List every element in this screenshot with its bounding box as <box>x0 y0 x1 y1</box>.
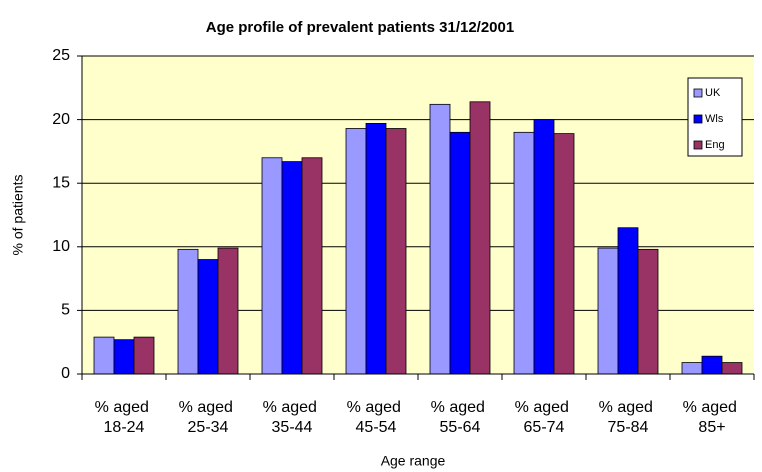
x-tick-label: % aged 55-64 <box>431 399 490 436</box>
bar <box>113 339 135 375</box>
bar <box>385 128 407 375</box>
bar <box>197 259 219 375</box>
bar <box>365 123 387 375</box>
y-tick-label: 15 <box>52 174 70 191</box>
bar <box>681 362 703 375</box>
x-axis-title: Age range <box>381 453 446 469</box>
bar <box>513 131 535 375</box>
x-tick-label: % aged 65-74 <box>515 399 574 436</box>
bar <box>177 248 199 375</box>
legend-swatch <box>693 88 703 98</box>
x-tick-label: % aged 18-24 <box>95 399 154 436</box>
y-tick-label: 10 <box>52 238 70 255</box>
x-tick-label: % aged 45-54 <box>347 399 406 436</box>
bar <box>261 157 283 375</box>
bar <box>533 119 555 375</box>
bar <box>281 161 303 375</box>
legend-label: UK <box>705 87 721 99</box>
bar <box>469 101 491 375</box>
bar <box>345 128 367 375</box>
bar <box>449 131 471 375</box>
x-tick-label: % aged 85+ <box>683 399 742 436</box>
y-axis-title: % of patients <box>10 175 26 256</box>
bar <box>133 336 155 375</box>
bar <box>617 227 639 375</box>
bar <box>721 362 743 375</box>
legend-label: Eng <box>705 139 725 151</box>
bar <box>597 247 619 375</box>
bar <box>553 133 575 375</box>
x-tick-label: % aged 75-84 <box>599 399 658 436</box>
bar <box>217 247 239 375</box>
bar <box>637 248 659 375</box>
bar <box>429 103 451 375</box>
y-tick-label: 0 <box>61 365 70 382</box>
bar <box>701 355 723 375</box>
legend-swatch <box>693 140 703 150</box>
y-tick-label: 20 <box>52 111 70 128</box>
chart-title: Age profile of prevalent patients 31/12/… <box>206 19 514 36</box>
legend-swatch <box>693 114 703 124</box>
bar <box>301 157 323 375</box>
x-tick-label: % aged 35-44 <box>263 399 322 436</box>
x-tick-label: % aged 25-34 <box>179 399 238 436</box>
legend-label: Wls <box>705 113 724 125</box>
y-tick-label: 25 <box>52 47 70 64</box>
y-tick-label: 5 <box>61 302 70 319</box>
bar <box>93 336 115 375</box>
